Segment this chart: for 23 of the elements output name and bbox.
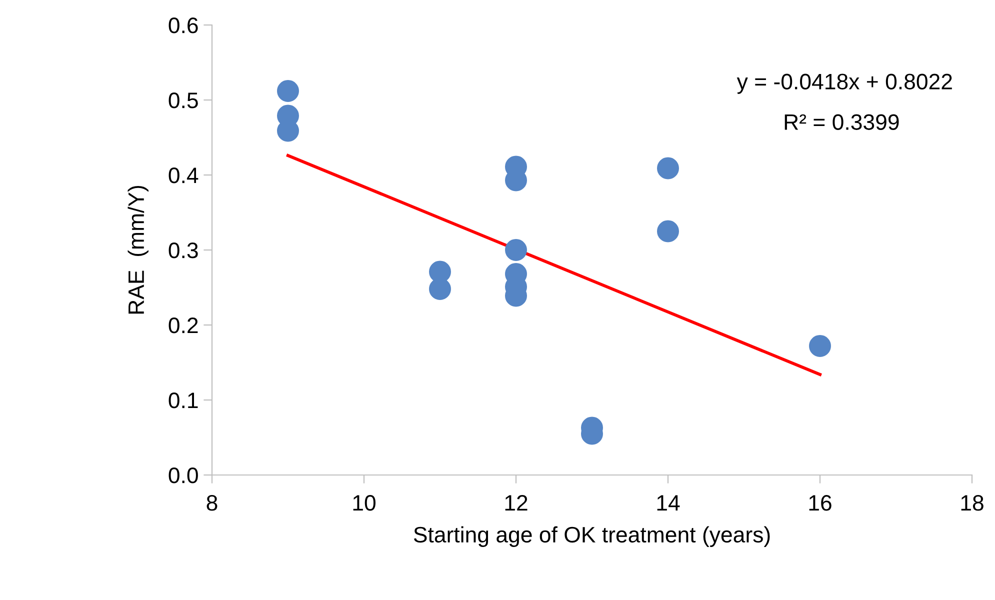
y-tick-label: 0.4 (168, 168, 198, 184)
x-tick-label: 18 (961, 495, 984, 511)
point (277, 80, 299, 102)
point (809, 335, 831, 357)
y-tick-label: 0.3 (168, 242, 198, 258)
y-tick-label: 0.5 (168, 92, 198, 108)
x-tick-label: 14 (657, 495, 680, 511)
x-tick-label: 8 (206, 495, 218, 511)
point (429, 278, 451, 300)
y-axis-title: RAE (mm/Y) (128, 186, 148, 314)
y-tick-label: 0.6 (168, 18, 198, 34)
point (657, 157, 679, 180)
point (657, 220, 679, 242)
x-tick-label: 16 (809, 495, 832, 511)
annotation: y = -0.0418x + 0.8022 (736, 74, 952, 94)
point (505, 239, 527, 261)
x-tick-label: 12 (505, 495, 528, 511)
y-tick-label: 0.2 (168, 318, 198, 334)
annotation: R² = 0.3399 (784, 114, 899, 130)
y-tick-label: 0.1 (168, 392, 198, 408)
x-tick-label: 10 (353, 495, 376, 511)
x-axis-title: Starting age of OK treatment (years) (414, 526, 770, 547)
y-tick-label: 0.0 (168, 468, 198, 484)
